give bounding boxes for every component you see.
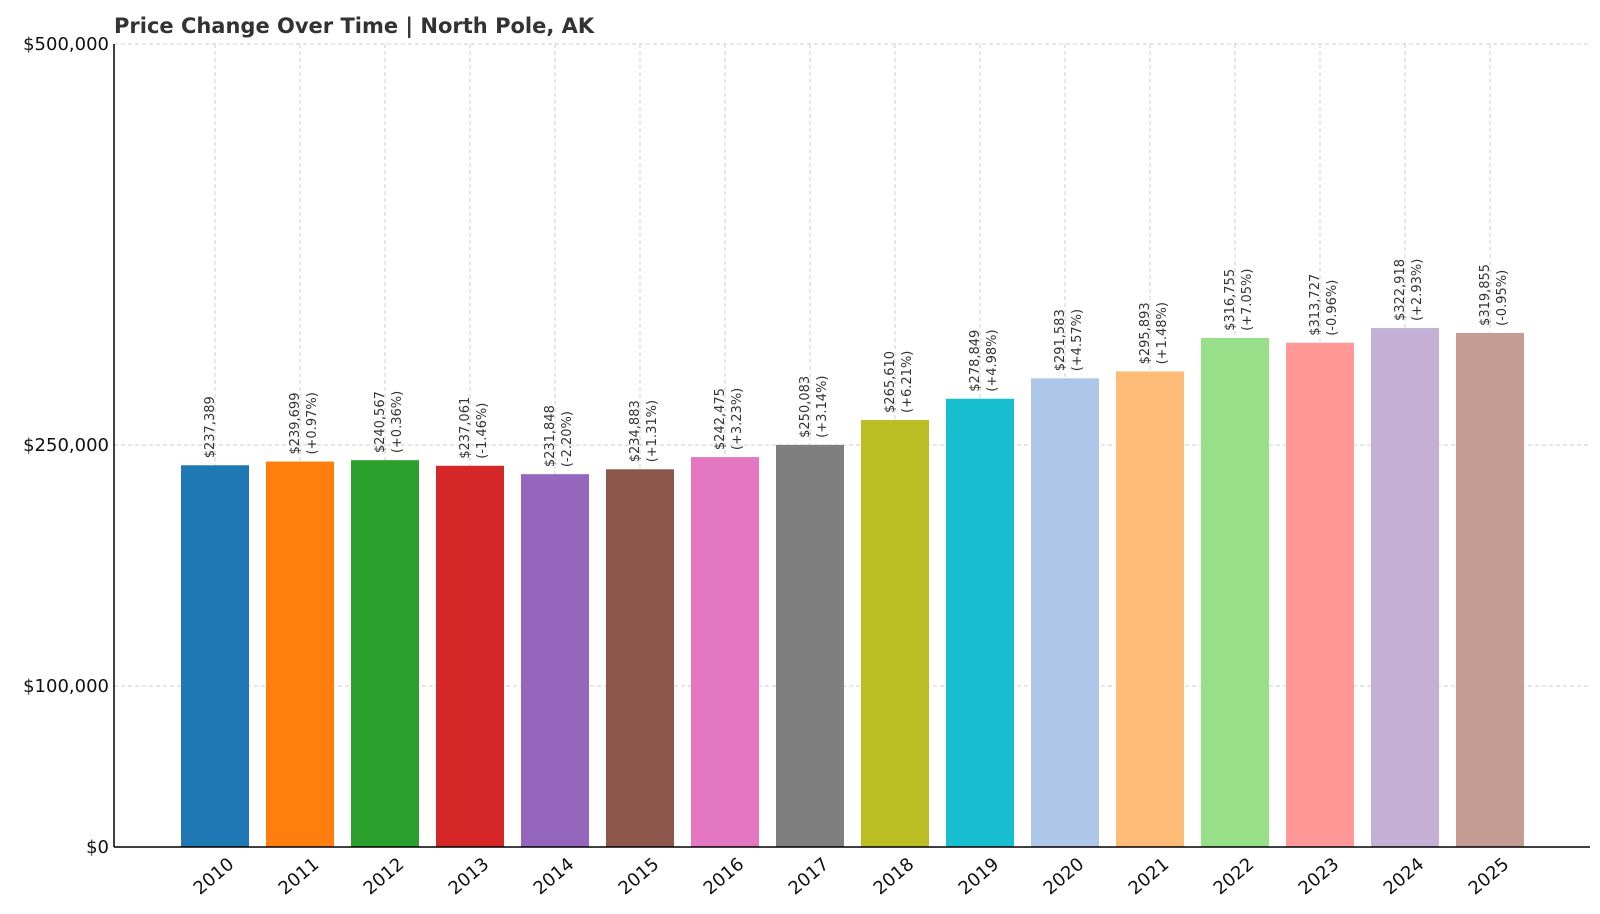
bar-2022 bbox=[1201, 337, 1269, 847]
bar-2012 bbox=[351, 460, 419, 847]
data-label-change: (+0.36%) bbox=[390, 391, 405, 453]
y-tick-label: $500,000 bbox=[23, 34, 109, 55]
bar-2023 bbox=[1286, 342, 1354, 847]
bar-2019 bbox=[946, 398, 1014, 847]
data-label-value: $313,727 bbox=[1308, 274, 1323, 336]
data-label-value: $234,883 bbox=[628, 400, 643, 462]
x-tick-label: 2020 bbox=[1040, 854, 1089, 900]
y-tick-label: $0 bbox=[86, 837, 109, 858]
data-label-change: (-2.20%) bbox=[560, 411, 575, 467]
bar-2021 bbox=[1116, 371, 1184, 847]
data-label-value: $265,610 bbox=[883, 351, 898, 413]
data-label-value: $316,755 bbox=[1223, 269, 1238, 331]
x-tick-label: 2010 bbox=[190, 854, 239, 900]
x-tick-label: 2016 bbox=[700, 854, 749, 900]
x-tick-label: 2019 bbox=[955, 854, 1004, 900]
data-label-change: (+4.98%) bbox=[985, 329, 1000, 391]
data-label-value: $291,583 bbox=[1053, 309, 1068, 371]
data-label-value: $295,893 bbox=[1138, 302, 1153, 364]
data-label-change: (+4.57%) bbox=[1070, 309, 1085, 371]
bar-2010 bbox=[181, 465, 249, 847]
x-tick-label: 2015 bbox=[615, 854, 664, 900]
bar-2020 bbox=[1031, 378, 1099, 847]
data-label-change: (-1.46%) bbox=[475, 403, 490, 459]
x-tick-label: 2025 bbox=[1465, 854, 1514, 900]
data-label-value: $237,389 bbox=[203, 396, 218, 458]
data-label-value: $322,918 bbox=[1393, 259, 1408, 321]
data-label-layer: $237,389 $239,699 (+0.97%) $240,567 (+0.36%)… bbox=[203, 259, 1510, 467]
bar-2016 bbox=[691, 457, 759, 847]
data-label-value: $240,567 bbox=[373, 391, 388, 453]
bar-2017 bbox=[776, 444, 844, 847]
data-label-change: (+1.48%) bbox=[1155, 302, 1170, 364]
y-tick-label: $100,000 bbox=[23, 676, 109, 697]
data-label-value: $242,475 bbox=[713, 388, 728, 450]
x-tick-label: 2013 bbox=[445, 854, 494, 900]
data-label-change: (+0.97%) bbox=[305, 392, 320, 454]
x-tick-label: 2011 bbox=[275, 854, 324, 900]
data-label-change: (-0.95%) bbox=[1495, 270, 1510, 326]
chart-title: Price Change Over Time | North Pole, AK bbox=[114, 14, 595, 39]
data-label-value: $278,849 bbox=[968, 330, 983, 392]
grid-layer bbox=[114, 43, 1590, 847]
y-tick-label: $250,000 bbox=[23, 435, 109, 456]
data-label-change: (+7.05%) bbox=[1240, 269, 1255, 331]
bar-2014 bbox=[521, 474, 589, 847]
bar-2013 bbox=[436, 465, 504, 847]
data-label-change: (+6.21%) bbox=[900, 351, 915, 413]
bar-2024 bbox=[1371, 328, 1439, 847]
x-tick-label: 2024 bbox=[1380, 854, 1429, 900]
data-label-change: (-0.96%) bbox=[1325, 280, 1340, 336]
x-tick-label: 2017 bbox=[785, 854, 834, 900]
x-tick-label: 2018 bbox=[870, 854, 919, 900]
data-label-value: $250,083 bbox=[798, 376, 813, 438]
data-label-change: (+3.23%) bbox=[730, 388, 745, 450]
data-label-value: $239,699 bbox=[288, 393, 303, 455]
data-label-value: $319,855 bbox=[1478, 264, 1493, 326]
bar-2025 bbox=[1456, 332, 1524, 847]
x-tick-label: 2023 bbox=[1295, 854, 1344, 900]
data-label-change: (+3.14%) bbox=[815, 376, 830, 438]
data-label-value: $237,061 bbox=[458, 397, 473, 459]
bar-2018 bbox=[861, 419, 929, 847]
bar-2011 bbox=[266, 461, 334, 847]
data-label-change: (+1.31%) bbox=[645, 400, 660, 462]
x-tick-label: 2012 bbox=[360, 854, 409, 900]
data-label-value: $231,848 bbox=[543, 405, 558, 467]
bar-2015 bbox=[606, 469, 674, 847]
bar-layer bbox=[181, 328, 1524, 847]
x-tick-label: 2022 bbox=[1210, 854, 1259, 900]
data-label-change: (+2.93%) bbox=[1410, 259, 1425, 321]
x-tick-label: 2021 bbox=[1125, 854, 1174, 900]
x-tick-label: 2014 bbox=[530, 854, 579, 900]
